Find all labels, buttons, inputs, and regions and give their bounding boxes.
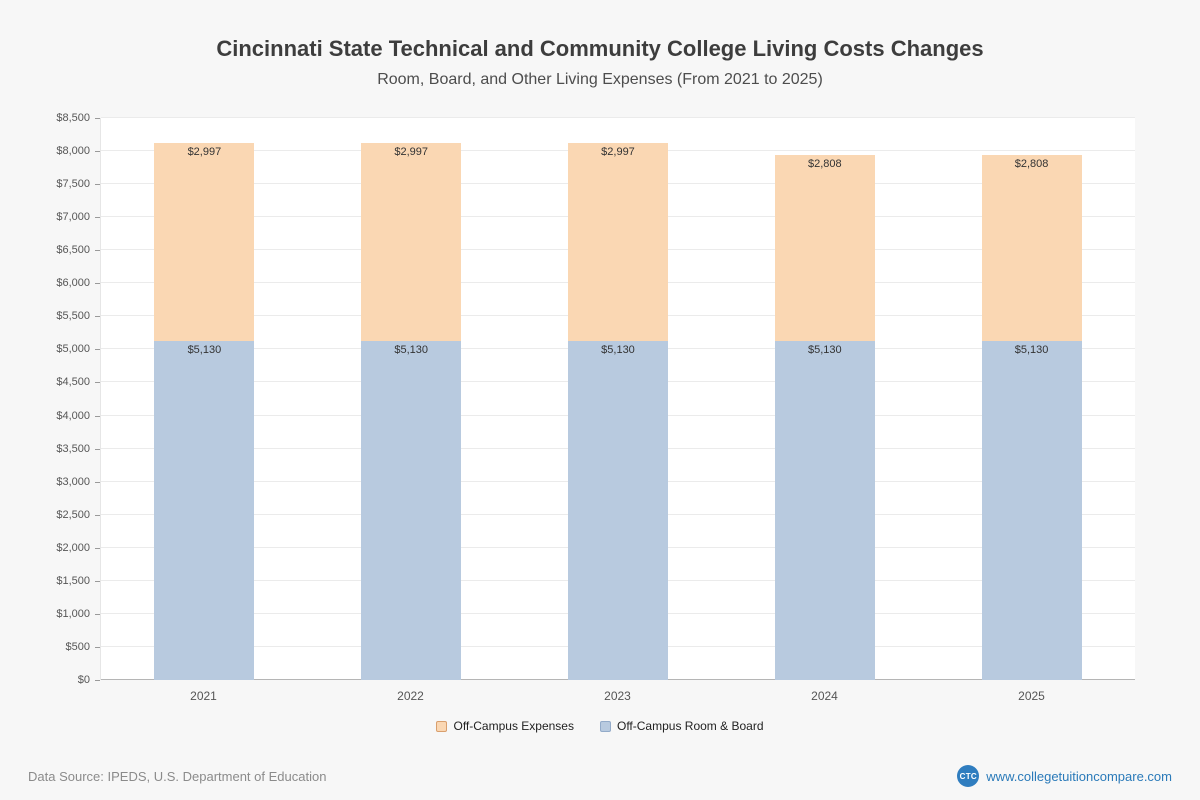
y-tick-label: $4,500 — [56, 376, 100, 388]
legend: Off-Campus Expenses Off-Campus Room & Boa… — [0, 719, 1200, 733]
legend-label: Off-Campus Expenses — [453, 719, 574, 733]
y-tick-label: $4,000 — [56, 410, 100, 422]
y-tick-mark — [95, 646, 100, 648]
y-tick-mark — [95, 680, 100, 681]
y-tick-label: $2,000 — [56, 542, 100, 554]
y-tick-label: $5,500 — [56, 310, 100, 322]
gridline — [101, 117, 1135, 118]
data-source: Data Source: IPEDS, U.S. Department of E… — [28, 768, 327, 784]
footer: Data Source: IPEDS, U.S. Department of E… — [28, 765, 1172, 787]
y-tick-label: $500 — [66, 641, 100, 653]
website-link[interactable]: CTC www.collegetuitioncompare.com — [957, 765, 1172, 787]
bar-segment: $5,130 — [361, 340, 462, 680]
y-tick-mark — [95, 118, 100, 119]
plot-wrap: $5,130 $2,997 $5,130 $2,997 $5,130 $2,997 $5,1… — [100, 117, 1135, 703]
legend-item[interactable]: Off-Campus Room & Board — [599, 719, 764, 733]
value-label: $2,808 — [1014, 158, 1049, 171]
x-tick-label: 2024 — [811, 689, 838, 703]
chart-subtitle: Room, Board, and Other Living Expenses (… — [377, 71, 823, 88]
chart-title: Cincinnati State Technical and Community… — [216, 36, 984, 61]
y-tick-mark — [95, 481, 100, 483]
y-tick-mark — [95, 283, 100, 285]
y-tick-mark — [95, 217, 100, 219]
y-tick-label: $1,500 — [56, 575, 100, 587]
bars-layer: $5,130 $2,997 $5,130 $2,997 $5,130 $2,997 $5,1… — [101, 118, 1135, 680]
x-tick-label: 2023 — [604, 689, 631, 703]
legend-item[interactable]: Off-Campus Expenses — [436, 719, 574, 733]
bar-group-2024: $5,130 $2,808 — [721, 118, 928, 680]
y-tick-mark — [95, 580, 100, 582]
y-tick-label: $2,500 — [56, 509, 100, 521]
y-tick-mark — [95, 151, 100, 153]
legend-label: Off-Campus Room & Board — [616, 719, 764, 733]
value-label: $2,997 — [601, 145, 635, 158]
value-label: $2,808 — [807, 158, 842, 171]
legend-swatch-icon — [436, 720, 448, 732]
bar-segment: $2,997 — [361, 142, 462, 341]
y-tick-label: $7,500 — [56, 178, 100, 190]
y-tick-mark — [95, 613, 100, 615]
bar-segment: $5,130 — [774, 340, 875, 680]
bar-segment: $5,130 — [981, 340, 1082, 680]
y-tick-mark — [95, 382, 100, 384]
y-tick-label: $3,000 — [56, 476, 100, 488]
bar-group-2021: $5,130 $2,997 — [101, 118, 308, 680]
x-tick-label: 2022 — [397, 689, 424, 703]
x-axis: 2021 2022 2023 2024 2025 — [100, 689, 1135, 703]
value-label: $5,130 — [807, 343, 842, 356]
value-label: $5,130 — [394, 343, 429, 356]
value-label: $5,130 — [601, 343, 635, 356]
y-tick-label: $1,000 — [56, 608, 100, 620]
y-tick-mark — [95, 316, 100, 318]
y-tick-mark — [95, 547, 100, 549]
y-tick-mark — [95, 349, 100, 351]
value-label: $2,997 — [187, 145, 222, 158]
y-tick-label: $6,000 — [56, 277, 100, 289]
y-tick-label: $8,500 — [56, 112, 100, 124]
plot-area: $5,130 $2,997 $5,130 $2,997 $5,130 $2,997 $5,1… — [100, 117, 1135, 680]
y-tick-mark — [95, 250, 100, 252]
bar-segment: $2,997 — [154, 142, 255, 341]
website-url: www.collegetuitioncompare.com — [986, 768, 1172, 784]
bar-segment: $5,130 — [567, 340, 668, 680]
y-tick-label: $7,000 — [56, 211, 100, 223]
bar-segment: $5,130 — [154, 340, 255, 680]
bar-group-2025: $5,130 $2,808 — [928, 118, 1135, 680]
y-tick-mark — [95, 448, 100, 450]
y-tick-label: $5,000 — [56, 343, 100, 355]
chart: $0 $500 $1,000 $1,500 $2,000 $2,500 $3,000 $3,5… — [40, 112, 1135, 703]
x-tick-label: 2025 — [1018, 689, 1045, 703]
y-tick-label: $0 — [78, 674, 100, 686]
x-tick-label: 2021 — [190, 689, 217, 703]
bar-segment: $2,808 — [774, 155, 875, 341]
y-tick-mark — [95, 184, 100, 186]
y-tick-label: $3,500 — [56, 443, 100, 455]
bar-group-2023: $5,130 $2,997 — [515, 118, 722, 680]
y-tick-mark — [95, 514, 100, 516]
y-tick-label: $8,000 — [56, 145, 100, 157]
value-label: $5,130 — [1014, 343, 1049, 356]
y-tick-label: $6,500 — [56, 244, 100, 256]
bar-group-2022: $5,130 $2,997 — [308, 118, 515, 680]
legend-swatch-icon — [599, 720, 611, 732]
bar-segment: $2,997 — [567, 142, 668, 341]
value-label: $5,130 — [187, 343, 222, 356]
value-label: $2,997 — [394, 145, 429, 158]
y-tick-mark — [95, 415, 100, 417]
y-axis: $0 $500 $1,000 $1,500 $2,000 $2,500 $3,000 $3,5… — [40, 112, 100, 686]
ctc-logo-icon: CTC — [957, 765, 980, 787]
bar-segment: $2,808 — [981, 155, 1082, 341]
